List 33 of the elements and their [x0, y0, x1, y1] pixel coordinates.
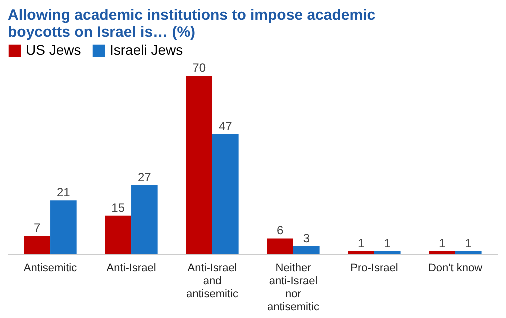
data-label: 6 [276, 224, 284, 238]
x-tick-label: Pro-Israel [350, 262, 398, 274]
bar [105, 216, 132, 254]
data-label: 7 [34, 221, 42, 236]
x-tick-label: Anti-Israel and antisemitic [186, 262, 239, 300]
bar [50, 200, 77, 254]
bar [374, 251, 401, 254]
legend-label: Israeli Jews [110, 42, 184, 58]
chart-title: Allowing academic institutions to impose academic boycotts on Israel is… (%) [8, 7, 376, 41]
legend-label: US Jews [26, 42, 82, 58]
data-label: 21 [57, 186, 71, 200]
data-label: 70 [192, 61, 206, 75]
bar [186, 76, 213, 254]
bar [267, 238, 294, 254]
data-label: 3 [303, 231, 310, 246]
data-label: 1 [358, 236, 365, 250]
bar [348, 251, 374, 254]
x-tick-label: Anti-Israel [106, 262, 156, 274]
bar [429, 251, 456, 254]
x-tick-label: Don't know [428, 262, 483, 274]
bar [24, 236, 51, 254]
data-label: 1 [438, 236, 446, 250]
data-label: 15 [112, 200, 126, 215]
x-tick-label: Antisemitic [24, 262, 78, 274]
bar [455, 251, 482, 254]
bar [132, 185, 158, 254]
data-label: 1 [465, 236, 472, 250]
bar [212, 134, 239, 254]
data-label: 47 [218, 119, 233, 134]
bar [293, 246, 320, 254]
x-tick-label: Neither anti-Israel nor antisemitic [268, 262, 320, 314]
data-label: 1 [384, 236, 392, 250]
data-label: 27 [138, 170, 152, 184]
